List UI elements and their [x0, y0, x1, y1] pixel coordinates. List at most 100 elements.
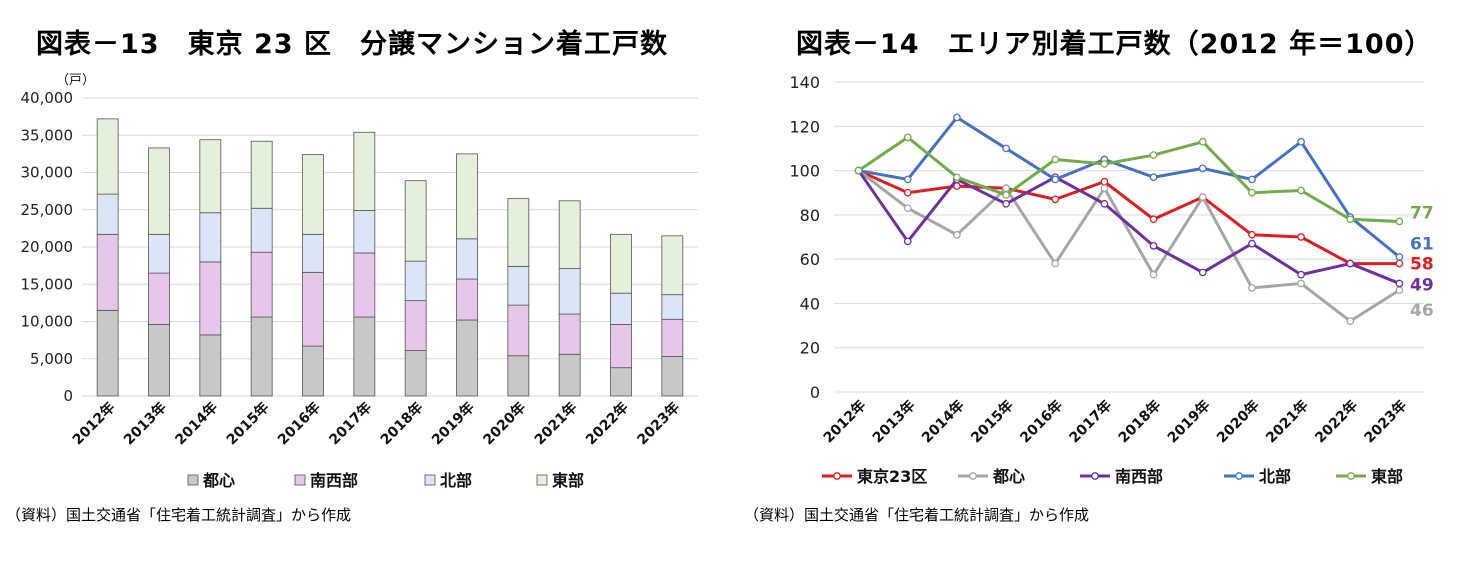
- bar-segment-tobu: [456, 153, 478, 240]
- data-point: [1297, 186, 1305, 195]
- panel-line-chart: 図表－14 エリア別着工戸数（2012 年＝100） 0 20 40 60 80 100 1…: [740, 0, 1464, 566]
- bar-segment-toshin: [199, 334, 222, 397]
- bar-segment-nanseibu: [199, 261, 222, 336]
- bar-segment-toshin: [148, 324, 170, 397]
- source-note: （資料）国土交通省「住宅着工統計調査」から作成: [744, 506, 1090, 524]
- bar-segment-nanseibu: [507, 304, 530, 357]
- x-tick-label: 2020年: [480, 399, 529, 448]
- data-point: [1248, 175, 1256, 184]
- chart-title: 図表－14 エリア別着工戸数（2012 年＝100）: [796, 29, 1433, 60]
- y-tick-label: 25,000: [21, 201, 74, 219]
- y-tick-label: 20,000: [21, 238, 74, 256]
- bar-segment-nanseibu: [250, 251, 273, 318]
- bar-segment-hokubu: [456, 238, 478, 280]
- legend-marker: [969, 472, 977, 480]
- data-point: [1198, 268, 1207, 277]
- series-line-line_toshin: [857, 169, 1401, 323]
- legend-label: 南西部: [1115, 467, 1163, 486]
- y-tick-label: 0: [810, 383, 820, 402]
- bar-segment-hokubu: [96, 193, 119, 235]
- data-point: [903, 237, 912, 246]
- bar-segment-toshin: [558, 353, 581, 397]
- y-tick-label: 60: [800, 250, 820, 269]
- y-axis-unit: （戸）: [56, 73, 95, 88]
- data-point: [1395, 259, 1404, 268]
- series-line-line_tobu: [857, 135, 1400, 223]
- x-tick-label: 2021年: [1262, 397, 1311, 446]
- data-point: [903, 133, 912, 142]
- data-point: [1149, 242, 1158, 250]
- y-tick-label: 5,000: [30, 350, 73, 368]
- x-tick-label: 2019年: [1164, 397, 1213, 446]
- data-point: [1002, 199, 1010, 208]
- chart-title: 図表－13 東京 23 区 分譲マンション着工戸数: [36, 29, 668, 60]
- data-point: [1346, 215, 1355, 224]
- bar-segment-tobu: [404, 180, 427, 262]
- legend-marker: [1091, 472, 1099, 480]
- x-tick-label: 2023年: [634, 399, 683, 448]
- bar-segment-hokubu: [148, 233, 170, 274]
- data-point: [1297, 137, 1305, 146]
- data-point: [1051, 259, 1060, 268]
- bar-segment-nanseibu: [148, 272, 170, 325]
- end-value-label: 77: [1410, 204, 1434, 224]
- bar-segment-tobu: [610, 233, 632, 294]
- legend-label: 北部: [440, 471, 472, 490]
- data-point: [1395, 286, 1404, 294]
- data-point: [1346, 317, 1355, 325]
- bar-segment-nanseibu: [353, 252, 376, 318]
- x-tick-label: 2017年: [1066, 397, 1115, 446]
- data-point: [1100, 199, 1109, 208]
- legend-swatch: [187, 474, 199, 486]
- series-line-line_tokyo: [857, 169, 1400, 266]
- end-value-label: 58: [1410, 255, 1434, 275]
- bar-segment-hokubu: [661, 294, 684, 320]
- legend-label: 東京23区: [857, 467, 927, 486]
- y-tick-label: 40,000: [21, 89, 74, 107]
- bar-segment-nanseibu: [558, 313, 581, 355]
- bar-segment-tobu: [250, 140, 273, 209]
- data-point: [1198, 137, 1207, 146]
- data-point: [1395, 217, 1404, 226]
- data-point: [953, 113, 961, 122]
- x-tick-label: 2014年: [918, 397, 967, 446]
- bar-segment-tobu: [96, 118, 119, 195]
- end-value-label: 61: [1410, 235, 1434, 255]
- x-tick-label: 2016年: [274, 399, 323, 448]
- x-tick-label: 2018年: [377, 399, 426, 448]
- data-point: [1149, 151, 1158, 159]
- bar-segment-hokubu: [250, 207, 273, 253]
- x-tick-label: 2021年: [531, 399, 580, 448]
- bar-segment-toshin: [353, 316, 376, 397]
- bar-segment-nanseibu: [661, 318, 684, 357]
- data-point: [1051, 175, 1060, 184]
- legend-marker: [1235, 472, 1243, 480]
- bar-segment-tobu: [353, 131, 376, 211]
- data-point: [1198, 193, 1207, 201]
- legend-label: 東部: [1371, 467, 1403, 486]
- bar-segment-hokubu: [199, 212, 222, 263]
- x-tick-label: 2020年: [1213, 397, 1262, 446]
- data-point: [1395, 253, 1404, 261]
- bar-segment-tobu: [507, 198, 530, 267]
- bar-segment-tobu: [661, 235, 684, 296]
- data-point: [1248, 239, 1256, 248]
- data-point: [1100, 160, 1109, 168]
- x-tick-label: 2012年: [820, 397, 869, 446]
- bar-segment-toshin: [250, 316, 273, 397]
- series-line-line_nanseibu: [857, 169, 1400, 285]
- data-point: [903, 175, 912, 184]
- x-tick-label: 2017年: [326, 399, 375, 448]
- bar-segment-toshin: [507, 355, 530, 397]
- y-tick-label: 30,000: [21, 164, 74, 182]
- data-point: [1248, 230, 1256, 239]
- bar-segment-toshin: [610, 367, 632, 397]
- data-point: [1149, 173, 1158, 182]
- x-tick-label: 2016年: [1017, 397, 1066, 446]
- data-point: [1149, 270, 1158, 279]
- legend-label: 都心: [202, 471, 235, 490]
- data-point: [1297, 279, 1305, 288]
- y-tick-label: 40: [800, 294, 820, 313]
- y-tick-label: 15,000: [21, 275, 74, 293]
- x-tick-label: 2012年: [69, 399, 118, 448]
